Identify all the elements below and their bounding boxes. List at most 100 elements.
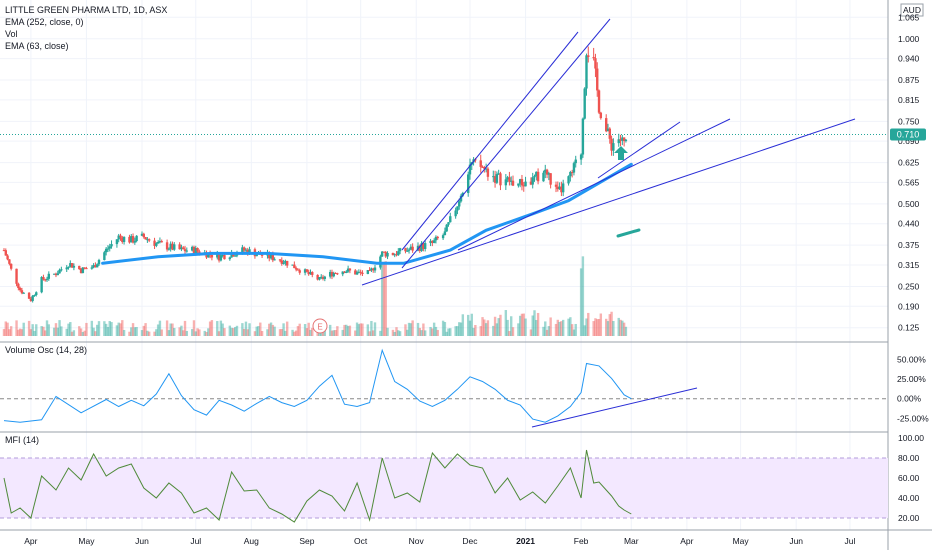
candle-body xyxy=(56,273,59,276)
volume-bar xyxy=(67,323,70,336)
mfi-title[interactable]: MFI (14) xyxy=(5,435,39,445)
candle-body xyxy=(486,168,490,177)
up-arrow-icon[interactable] xyxy=(614,146,628,160)
candle-body xyxy=(608,128,611,139)
time-tick-label: Jun xyxy=(135,536,149,546)
candle-body xyxy=(108,246,111,249)
volume-bar xyxy=(29,329,33,336)
trendline-osc-support[interactable] xyxy=(531,387,698,428)
candle-body xyxy=(492,176,495,178)
volume-bar xyxy=(165,320,169,336)
mfi-axis[interactable]: 100.00 80.00 60.00 40.00 20.00 xyxy=(898,433,924,523)
volume-bar xyxy=(484,323,488,336)
candle-body xyxy=(291,264,294,266)
candle-body xyxy=(81,267,85,273)
time-axis[interactable]: Apr May Jun Jul Aug Sep Oct Nov Dec 2021 Feb Mar Apr… xyxy=(24,536,855,546)
volume-bar xyxy=(468,320,472,336)
volume-osc-title[interactable]: Volume Osc (14, 28) xyxy=(5,345,87,355)
candle-body xyxy=(78,265,81,270)
volume-bar xyxy=(45,320,49,336)
volume-bar xyxy=(307,322,310,336)
candle-body xyxy=(316,274,319,280)
trendline-upper-fan-2[interactable] xyxy=(401,18,611,269)
candle-body xyxy=(194,247,197,254)
volume-bar xyxy=(610,311,613,336)
candle-body xyxy=(323,276,327,279)
trendline-mid-support[interactable] xyxy=(457,118,731,251)
candle-body xyxy=(20,290,24,294)
volume-bar xyxy=(146,330,149,336)
candle-body xyxy=(2,250,6,252)
trendlines[interactable] xyxy=(361,18,856,428)
earnings-marker[interactable]: E xyxy=(312,318,328,334)
candle-body xyxy=(407,249,411,251)
candle-body xyxy=(382,251,386,253)
earnings-circle-icon[interactable] xyxy=(312,318,328,334)
last-price-badge xyxy=(890,128,926,141)
candle-body xyxy=(517,183,520,186)
volume-bar xyxy=(545,329,549,336)
candle-body xyxy=(60,269,63,271)
candle-body xyxy=(418,245,422,251)
volume-bar xyxy=(366,324,370,336)
candle-body xyxy=(45,278,49,280)
volume-bar xyxy=(65,328,68,336)
volume-bar xyxy=(207,328,210,336)
green-highlight-stroke[interactable] xyxy=(616,228,641,238)
trendline-short-support[interactable] xyxy=(597,121,681,179)
volume-bar xyxy=(293,331,296,336)
volume-bar xyxy=(572,329,576,336)
volume-bar xyxy=(4,321,7,336)
volume-bar xyxy=(303,324,307,336)
volume-bar xyxy=(511,327,515,336)
trendline-long-support[interactable] xyxy=(361,118,856,286)
indicator-ema-252[interactable]: EMA (252, close, 0) xyxy=(5,17,84,27)
candle-body xyxy=(404,248,407,252)
volume-bar xyxy=(524,318,527,336)
candle-body xyxy=(165,242,169,250)
candle-body xyxy=(185,250,189,252)
candle-body xyxy=(368,270,371,272)
time-tick-label: Feb xyxy=(574,536,589,546)
candle-body xyxy=(569,172,572,177)
volume-bar xyxy=(235,325,239,336)
volume-bar xyxy=(242,328,246,336)
volume-bar xyxy=(416,322,420,336)
volume-bar xyxy=(135,326,138,336)
candle-body xyxy=(106,248,110,250)
candle-body xyxy=(558,186,561,190)
price-tick-label: 0.750 xyxy=(898,116,920,126)
volume-bar xyxy=(495,323,499,336)
volume-bar xyxy=(345,324,348,336)
candle-body xyxy=(85,268,88,270)
trendline-upper-fan[interactable] xyxy=(401,31,579,251)
volume-bar xyxy=(196,328,199,336)
candle-body xyxy=(67,266,70,268)
candle-body xyxy=(52,273,56,275)
candle-body xyxy=(373,267,377,271)
volume-bar xyxy=(454,326,457,336)
candle-body xyxy=(406,250,409,252)
indicator-ema-63[interactable]: EMA (63, close) xyxy=(5,41,69,51)
candle-body xyxy=(178,244,181,250)
candle-body xyxy=(130,236,133,243)
candle-body xyxy=(255,254,258,257)
mfi-line xyxy=(3,449,632,523)
indicator-vol[interactable]: Vol xyxy=(5,29,18,39)
volume-bar xyxy=(119,323,122,336)
candle-body xyxy=(434,236,438,241)
volume-bar xyxy=(117,322,120,336)
price-axis[interactable]: 1.065 1.000 0.940 0.875 0.815 0.750 0.690 0.625… xyxy=(898,12,920,332)
volume-bar xyxy=(158,320,162,336)
volume-bar xyxy=(542,326,545,336)
osc-axis[interactable]: 50.00% 25.00% 0.00% -25.00% xyxy=(897,355,929,424)
currency-box[interactable] xyxy=(900,3,924,17)
volume-bar xyxy=(6,322,9,336)
volume-bar xyxy=(472,327,475,336)
candle-body xyxy=(481,166,484,168)
candle-body xyxy=(158,241,162,243)
volume-bar xyxy=(355,322,359,336)
volume-bar xyxy=(183,320,187,336)
volume-bar xyxy=(266,329,269,336)
volume-bar xyxy=(384,261,387,336)
